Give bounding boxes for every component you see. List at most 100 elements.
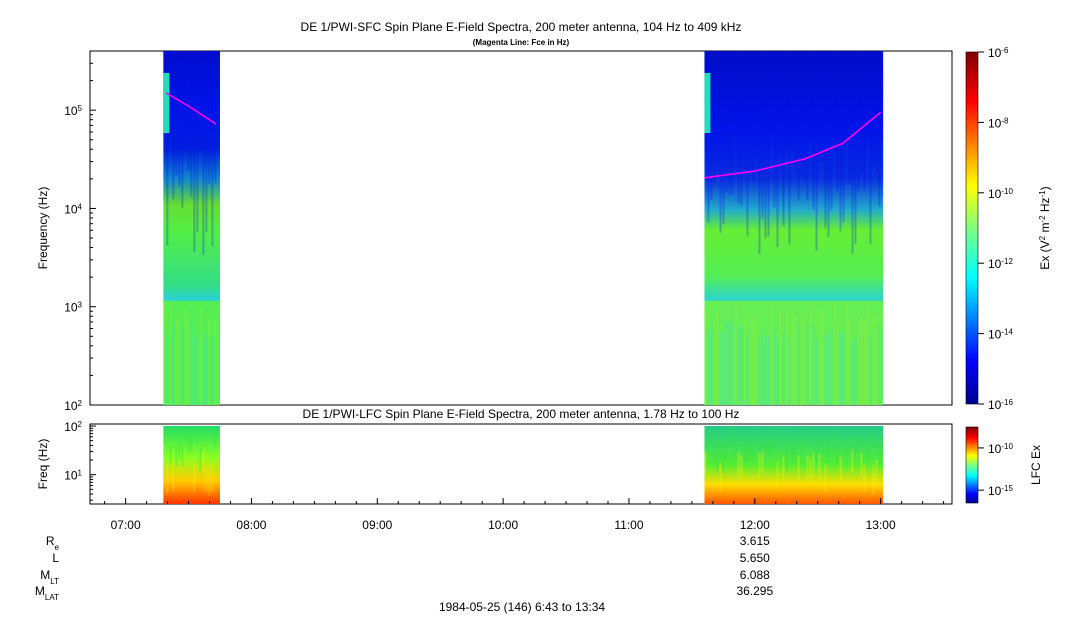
sfc-texture-stripe	[833, 51, 836, 138]
sfc-texture-stripe	[803, 316, 806, 405]
lfc-texture-stripe	[175, 446, 178, 467]
sfc-texture-stripe	[806, 51, 809, 201]
x-tick-label: 07:00	[111, 518, 141, 532]
sfc-data-block-lower	[704, 300, 884, 405]
lfc-texture-stripe	[827, 444, 830, 464]
sfc-colorbar-tick-label: 10-10	[988, 186, 1013, 201]
sfc-texture-stripe	[740, 325, 743, 405]
sfc-texture-stripe	[719, 333, 722, 405]
sfc-texture-stripe	[743, 316, 746, 405]
sfc-texture-stripe	[767, 334, 770, 405]
lfc-texture-stripe	[788, 428, 791, 440]
sfc-texture-stripe	[848, 51, 851, 184]
sfc-texture-stripe	[758, 340, 761, 405]
sfc-texture-stripe	[752, 51, 755, 182]
lfc-texture-stripe	[731, 428, 734, 441]
sfc-texture-stripe	[172, 51, 175, 200]
sfc-texture-stripe	[770, 302, 773, 405]
sfc-texture-stripe	[785, 306, 788, 405]
sfc-texture-stripe	[872, 51, 875, 166]
sfc-texture-stripe	[839, 51, 842, 232]
lfc-y-tick-label: 102	[64, 420, 82, 435]
lfc-texture-stripe	[710, 432, 713, 446]
sfc-texture-stripe	[851, 51, 854, 254]
sfc-texture-stripe	[863, 320, 866, 405]
sfc-texture-stripe	[842, 330, 845, 405]
sfc-texture-stripe	[722, 51, 725, 224]
lfc-texture-stripe	[866, 443, 869, 463]
sfc-texture-stripe	[794, 51, 797, 172]
sfc-texture-stripe	[202, 340, 205, 405]
sfc-texture-stripe	[764, 335, 767, 405]
lfc-y-tick-label: 101	[64, 468, 82, 483]
chart-subtitle: (Magenta Line: Fce in Hz)	[473, 38, 570, 47]
sfc-texture-stripe	[208, 51, 211, 185]
sfc-texture-stripe	[836, 51, 839, 192]
lfc-texture-stripe	[779, 426, 782, 438]
sfc-y-tick-label: 103	[64, 300, 82, 315]
sfc-colorbar-tick-label: 10-6	[988, 46, 1009, 61]
lfc-texture-stripe	[722, 449, 725, 472]
lfc-texture-stripe	[719, 463, 722, 492]
sfc-texture-stripe	[860, 51, 863, 173]
sfc-texture-stripe	[794, 314, 797, 405]
sfc-texture-stripe	[797, 51, 800, 200]
sfc-texture-stripe	[818, 310, 821, 405]
sfc-texture-stripe	[187, 313, 190, 405]
lfc-texture-stripe	[734, 439, 737, 457]
sfc-texture-stripe	[824, 51, 827, 228]
sfc-colorbar-tick-label: 10-8	[988, 116, 1009, 130]
lfc-texture-stripe	[749, 436, 752, 452]
lfc-texture-stripe	[770, 437, 773, 454]
sfc-texture-stripe	[839, 333, 842, 405]
x-tick-label: 09:00	[362, 518, 392, 532]
lfc-texture-stripe	[704, 451, 707, 475]
lfc-texture-stripe	[166, 464, 169, 494]
sfc-texture-stripe	[716, 311, 719, 405]
sfc-texture-stripe	[749, 51, 752, 172]
fce-line	[704, 111, 882, 179]
x-tick-label: 10:00	[488, 518, 518, 532]
sfc-texture-stripe	[755, 51, 758, 159]
sfc-texture-stripe	[749, 314, 752, 405]
lfc-texture-stripe	[842, 436, 845, 452]
lfc-texture-stripe	[196, 432, 199, 446]
sfc-texture-stripe	[821, 51, 824, 162]
lfc-texture-stripe	[187, 437, 190, 454]
sfc-texture-stripe	[854, 337, 857, 405]
sfc-data-block-lower	[163, 300, 220, 405]
sfc-texture-stripe	[184, 51, 187, 149]
lfc-texture-stripe	[752, 443, 755, 462]
sfc-texture-stripe	[707, 330, 710, 405]
sfc-spectrogram	[163, 51, 884, 405]
x-axis: 07:00 08:00 09:00 10:00 11:00 12:00 13:00	[104, 498, 945, 532]
lfc-texture-stripe	[800, 439, 803, 456]
sfc-texture-stripe	[728, 51, 731, 195]
ephemeris-value: 6.088	[740, 568, 770, 582]
lfc-texture-stripe	[208, 465, 211, 496]
lfc-texture-stripe	[740, 455, 743, 480]
sfc-texture-stripe	[875, 314, 878, 405]
lfc-colorbar-ticks: 10-10 10-15	[978, 441, 1013, 498]
sfc-texture-stripe	[190, 51, 193, 197]
lfc-texture-stripe	[815, 443, 818, 463]
sfc-y-tick-label: 104	[64, 202, 82, 217]
lfc-texture-stripe	[758, 453, 761, 478]
sfc-texture-stripe	[169, 51, 172, 136]
lfc-texture-stripe	[821, 432, 824, 447]
x-tick-label: 13:00	[866, 518, 896, 532]
lfc-panel: 101 102 Freq (Hz) 07:00 08:00 09:00 10:00 11:…	[36, 420, 953, 532]
sfc-colorbar-tick-label: 10-14	[988, 327, 1013, 342]
sfc-texture-stripe	[181, 325, 184, 405]
sfc-texture-stripe	[202, 51, 205, 255]
lfc-texture-stripe	[202, 450, 205, 473]
sfc-texture-stripe	[824, 332, 827, 405]
sfc-texture-stripe	[734, 301, 737, 405]
lfc-texture-stripe	[178, 442, 181, 461]
lfc-texture-stripe	[797, 455, 800, 481]
sfc-edge-column	[704, 73, 711, 133]
sfc-colorbar: 10-6 10-8 10-10 10-12 10-14 10-16 Ex (V2 m-2 …	[965, 46, 1052, 412]
lfc-texture-stripe	[791, 442, 794, 461]
